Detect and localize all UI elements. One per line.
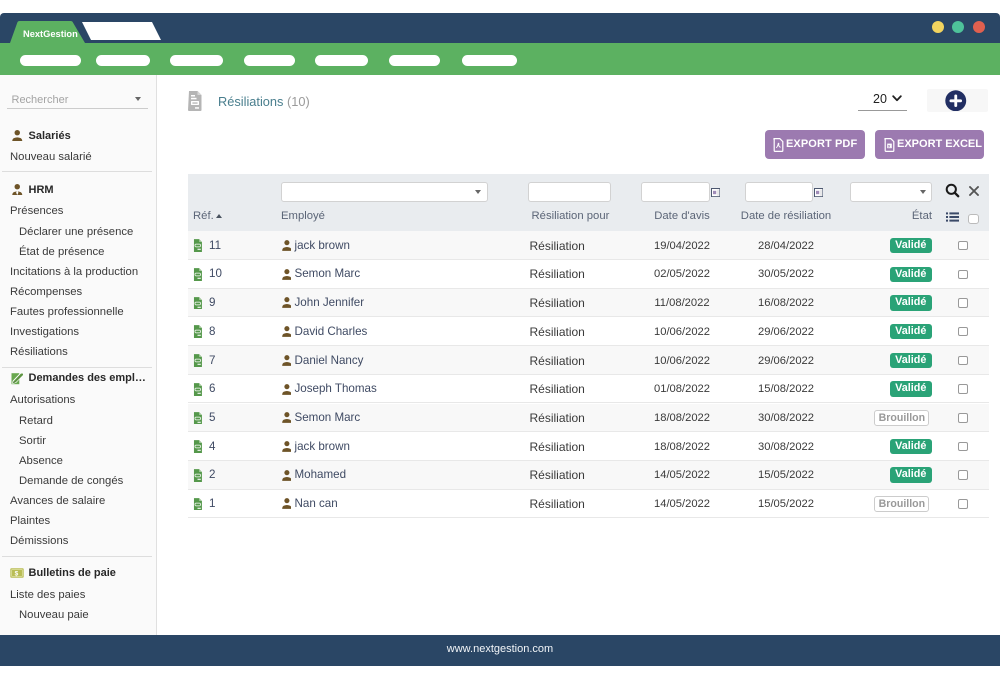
svg-text:$: $ xyxy=(15,570,19,577)
svg-text:x: x xyxy=(887,143,890,148)
